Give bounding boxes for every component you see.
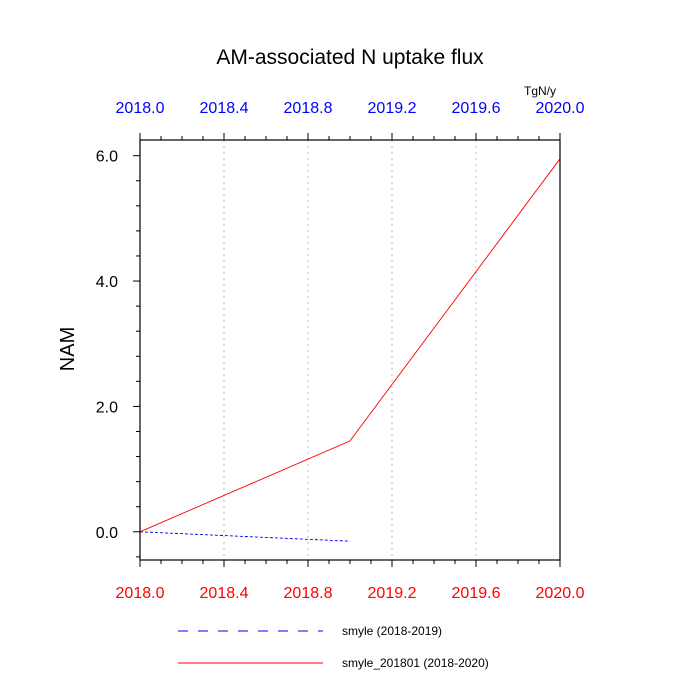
x-tick-label-top: 2018.0: [116, 100, 165, 117]
x-tick-label-top: 2018.8: [284, 100, 333, 117]
x-tick-label-top: 2019.2: [368, 100, 417, 117]
x-tick-label-bottom: 2019.6: [452, 585, 501, 602]
legend: smyle (2018-2019) smyle_201801 (2018-2020…: [178, 624, 489, 670]
y-tick-label: 4.0: [96, 274, 118, 291]
y-tick-label: 0.0: [96, 525, 118, 542]
series-line: [139, 158, 561, 533]
x-tick-label-bottom: 2018.4: [200, 585, 249, 602]
y-axis-label: NAM: [57, 327, 79, 371]
x-tick-label-bottom: 2018.0: [116, 585, 165, 602]
x-tick-label-top: 2019.6: [452, 100, 501, 117]
x-tick-label-top: 2020.0: [536, 100, 585, 117]
grid-layer: [223, 140, 477, 560]
tick-layer: 2018.0 2018.0 2018.4 2018.4 2018.8 2018.8 2019…: [96, 100, 585, 602]
x-tick-label-bottom: 2019.2: [368, 585, 417, 602]
x-tick-label-bottom: 2018.8: [284, 585, 333, 602]
y-tick-label: 6.0: [96, 149, 118, 166]
plot-frame: [139, 139, 561, 561]
series-layer: [139, 158, 561, 542]
x-tick-label-top: 2018.4: [200, 100, 249, 117]
series-line: [139, 531, 351, 542]
chart-title: AM-associated N uptake flux: [216, 46, 484, 69]
legend-label: smyle (2018-2019): [342, 624, 442, 638]
legend-label: smyle_201801 (2018-2020): [342, 656, 489, 670]
units-label: TgN/y: [524, 84, 556, 98]
y-tick-label: 2.0: [96, 399, 118, 416]
x-tick-label-bottom: 2020.0: [536, 585, 585, 602]
